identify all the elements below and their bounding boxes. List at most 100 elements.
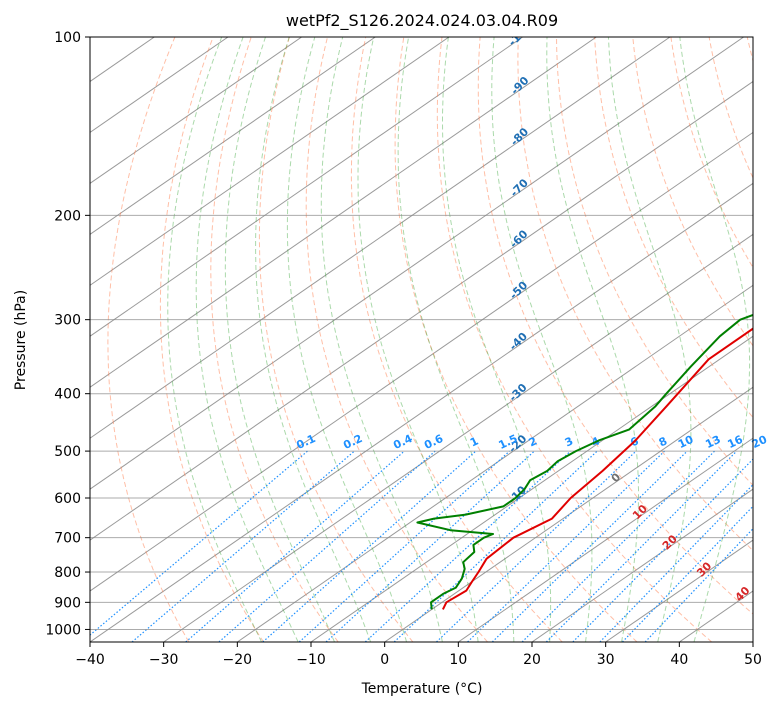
- mixing-ratio-line: [436, 450, 637, 642]
- mixing-ratio-line: [218, 450, 436, 642]
- y-tick-label: 1000: [45, 622, 81, 638]
- x-tick-label: −40: [75, 652, 105, 668]
- isotherm-line: [458, 437, 753, 642]
- moist-adiabat: [491, 37, 593, 642]
- mixing-ratio-label: 10: [676, 433, 696, 451]
- x-tick-label: −30: [149, 652, 179, 668]
- dry-adiabat: [594, 37, 753, 419]
- y-tick-label: 900: [54, 595, 81, 611]
- mixing-ratio-line: [545, 450, 738, 642]
- mixing-ratio-line: [572, 458, 753, 642]
- dry-adiabat: [159, 37, 264, 642]
- moist-adiabat: [195, 37, 299, 642]
- dry-adiabat: [305, 37, 488, 642]
- y-tick-label: 700: [54, 531, 81, 547]
- mixing-ratio-label: 0.1: [294, 432, 317, 452]
- y-tick-label: 300: [54, 313, 81, 329]
- isotherm-label: -80: [508, 125, 531, 148]
- isotherm-line: [90, 37, 671, 439]
- isotherm-label: -70: [508, 176, 531, 199]
- y-axis-label: Pressure (hPa): [13, 290, 29, 390]
- moist-adiabat: [442, 37, 552, 642]
- mixing-ratio-label: 0.2: [341, 432, 364, 452]
- moist-adiabat: [357, 37, 479, 642]
- isotherm-line: [752, 641, 753, 642]
- y-tick-label: 400: [54, 387, 81, 403]
- y-axis-ticks: 100 200 300 400 500 600 700 800 900 1000: [45, 30, 90, 638]
- mixing-ratio-line: [185, 450, 405, 642]
- y-tick-label: 500: [54, 444, 81, 460]
- mixing-ratio-label: 3: [563, 434, 575, 449]
- dewpoint-profile: [416, 313, 753, 610]
- x-tick-label: 50: [744, 652, 762, 668]
- isotherm-line: [163, 233, 753, 642]
- mixing-ratio-line: [90, 450, 308, 636]
- mixing-ratio-label: 2: [527, 434, 539, 449]
- isotherm-line: [90, 37, 229, 134]
- background-lines: [90, 37, 753, 642]
- y-tick-label: 200: [54, 208, 81, 224]
- mixing-ratio-line: [491, 450, 688, 642]
- mixing-ratio-line: [599, 483, 753, 642]
- isotherm-label: 40: [733, 584, 753, 604]
- isotherm-line: [679, 590, 753, 642]
- isotherm-label: 20: [660, 532, 680, 552]
- isotherm-line: [90, 37, 450, 286]
- dry-adiabat: [708, 37, 753, 180]
- pressure-gridlines: [90, 37, 753, 630]
- moist-adiabat: [546, 37, 639, 642]
- dry-adiabat: [258, 37, 414, 642]
- mixing-ratio-label: 20: [750, 433, 770, 451]
- isotherm-line: [237, 284, 753, 642]
- dry-adiabat: [436, 37, 713, 642]
- mixing-ratio-label: 16: [726, 433, 746, 451]
- isotherm-line: [310, 335, 753, 642]
- dry-adiabat: [517, 37, 753, 552]
- moist-adiabat: [167, 37, 263, 642]
- x-axis-label: Temperature (°C): [361, 681, 483, 697]
- isotherm-line: [90, 131, 753, 592]
- isotherm-line: [90, 37, 302, 185]
- dry-adiabat: [210, 37, 339, 642]
- x-tick-label: 10: [449, 652, 467, 668]
- mixing-ratio-line: [298, 450, 510, 642]
- x-axis-ticks: −40 −30 −20 −10 0 10 20 30 40 50: [75, 642, 762, 668]
- temperature-profile: [442, 327, 753, 610]
- dry-adiabat: [632, 37, 753, 347]
- isotherm-label: -40: [507, 330, 530, 353]
- mixing-ratio-line: [262, 450, 477, 642]
- mixing-ratio-line: [131, 450, 355, 642]
- moist-adiabat: [255, 37, 372, 642]
- x-tick-label: 40: [670, 652, 688, 668]
- isotherm-line: [90, 37, 523, 337]
- isotherm-line: [90, 37, 744, 490]
- mixing-ratio-line: [325, 450, 535, 642]
- y-tick-label: 600: [54, 491, 81, 507]
- isotherm-line: [90, 80, 753, 541]
- dry-adiabat: [477, 37, 753, 615]
- mixing-ratio-label: 0.4: [391, 432, 414, 452]
- isotherm-line: [531, 488, 753, 642]
- isotherm-label: -30: [506, 381, 529, 404]
- dry-adiabat: [350, 37, 563, 642]
- dry-adiabat: [394, 37, 638, 642]
- x-tick-label: −20: [223, 652, 253, 668]
- moist-adiabat: [607, 37, 692, 642]
- mixing-ratio-line: [393, 450, 598, 642]
- y-tick-label: 100: [54, 30, 81, 46]
- isotherm-line: [90, 37, 376, 235]
- plot-frame: [89, 36, 754, 643]
- chart-title: wetPf2_S126.2024.024.03.04.R09: [286, 11, 558, 31]
- mixing-ratio-line: [467, 450, 665, 642]
- moist-adiabat: [679, 37, 751, 642]
- x-tick-label: −10: [296, 652, 326, 668]
- mixing-ratio-label: 13: [703, 433, 722, 451]
- mixing-ratio-line: [364, 450, 571, 642]
- isotherm-label: -50: [507, 278, 530, 301]
- moist-adiabat: [286, 37, 408, 642]
- isotherm-label: -100: [506, 20, 535, 49]
- mixing-ratio-labels: 0.10.20.40.611.52346810131620253036: [294, 432, 775, 452]
- y-tick-label: 800: [54, 565, 81, 581]
- dry-adiabat: [556, 37, 753, 487]
